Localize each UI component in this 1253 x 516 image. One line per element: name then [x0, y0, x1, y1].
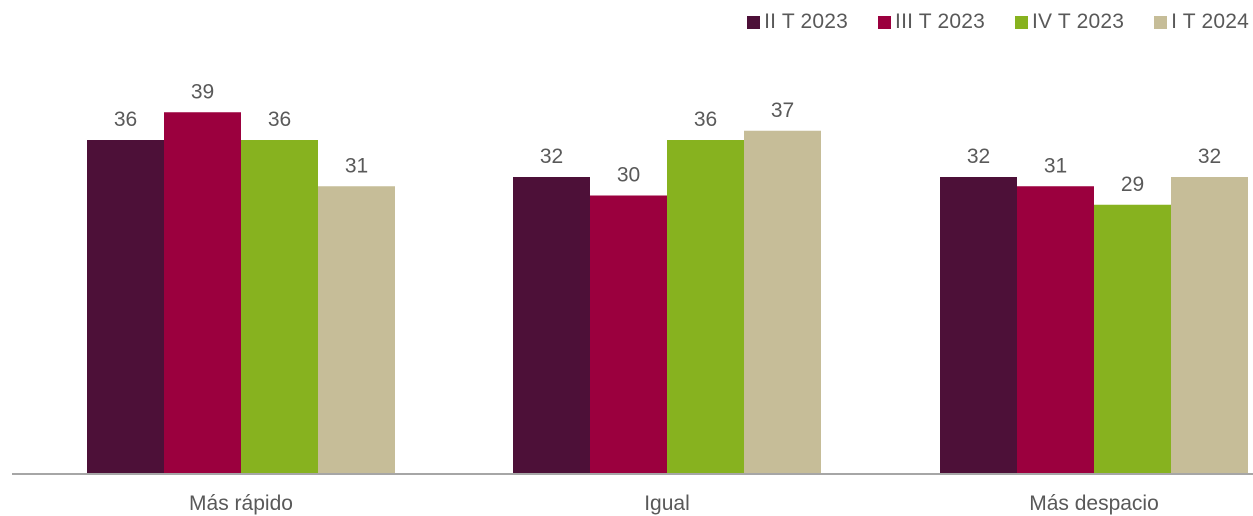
category-label-mas-despacio: Más despacio — [1029, 492, 1159, 515]
legend-label-iii-t-2023: III T 2023 — [895, 10, 985, 33]
legend-swatch-iv-t-2023 — [1015, 15, 1028, 29]
legend-item-iv-t-2023: IV T 2023 — [1015, 10, 1124, 34]
data-label-mas-rapido-ii-t-2023: 36 — [114, 108, 137, 131]
bar-mas-despacio-iv-t-2023 — [1094, 204, 1171, 473]
category-label-mas-rapido: Más rápido — [189, 492, 293, 515]
data-label-igual-ii-t-2023: 32 — [540, 145, 563, 168]
data-label-igual-iv-t-2023: 36 — [694, 108, 717, 131]
data-label-igual-i-t-2024: 37 — [771, 99, 794, 122]
legend-label-iv-t-2023: IV T 2023 — [1032, 10, 1125, 33]
bar-mas-rapido-ii-t-2023 — [87, 140, 164, 473]
bar-mas-despacio-ii-t-2023 — [940, 177, 1017, 473]
legend-swatch-ii-t-2023 — [747, 15, 761, 29]
legend-item-iii-t-2023: III T 2023 — [878, 10, 985, 34]
data-label-mas-despacio-iv-t-2023: 29 — [1121, 173, 1144, 196]
data-label-mas-rapido-i-t-2024: 31 — [345, 154, 368, 177]
data-label-mas-despacio-ii-t-2023: 32 — [967, 145, 990, 168]
bar-mas-rapido-iii-t-2023 — [164, 112, 241, 473]
data-label-mas-despacio-iii-t-2023: 31 — [1044, 154, 1067, 177]
data-label-mas-rapido-iii-t-2023: 39 — [191, 80, 214, 103]
bar-igual-ii-t-2023 — [513, 177, 590, 473]
bar-igual-iii-t-2023 — [590, 195, 667, 473]
bar-igual-i-t-2024 — [744, 130, 821, 473]
data-label-mas-rapido-iv-t-2023: 36 — [268, 108, 291, 131]
legend-label-i-t-2024: I T 2024 — [1171, 10, 1249, 33]
category-label-igual: Igual — [644, 492, 690, 515]
data-label-igual-iii-t-2023: 30 — [617, 164, 640, 187]
legend-swatch-iii-t-2023 — [878, 15, 892, 29]
chart-legend: II T 2023 III T 2023 IV T 2023 I T 2024 — [747, 10, 1249, 34]
legend-label-ii-t-2023: II T 2023 — [764, 10, 849, 33]
bar-mas-despacio-iii-t-2023 — [1017, 186, 1094, 473]
legend-swatch-i-t-2024 — [1154, 15, 1168, 29]
legend-item-ii-t-2023: II T 2023 — [747, 10, 848, 34]
bar-igual-iv-t-2023 — [667, 140, 744, 473]
data-label-mas-despacio-i-t-2024: 32 — [1198, 145, 1221, 168]
bar-mas-rapido-iv-t-2023 — [241, 140, 318, 473]
bar-mas-despacio-i-t-2024 — [1171, 177, 1248, 473]
bar-mas-rapido-i-t-2024 — [318, 186, 395, 473]
legend-item-i-t-2024: I T 2024 — [1154, 10, 1249, 34]
